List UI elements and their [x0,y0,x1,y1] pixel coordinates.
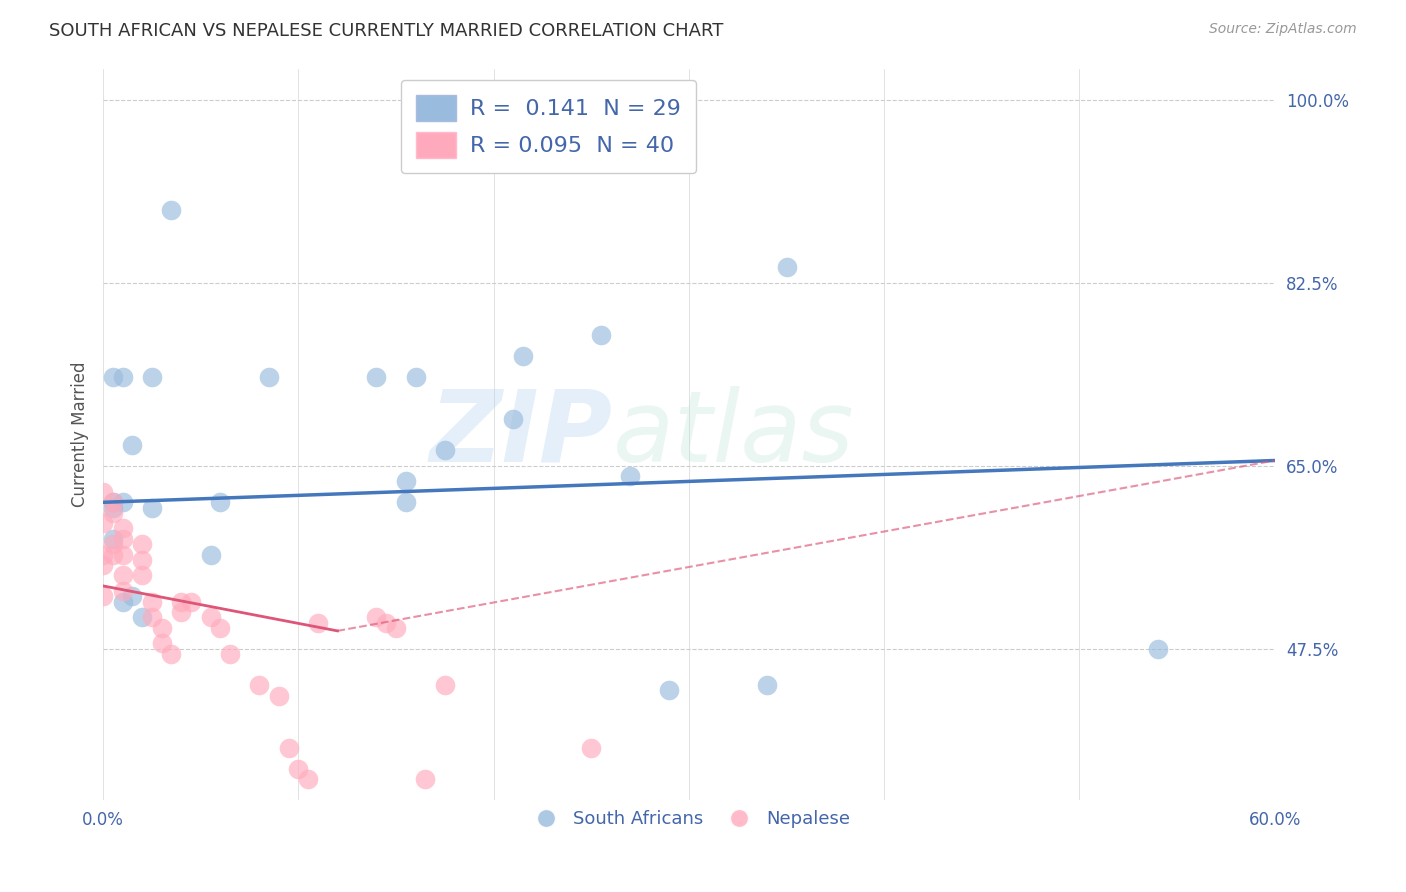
Point [91,590,114,604]
Point [219,647,242,661]
Legend: South Africans, Nepalese: South Africans, Nepalese [520,803,858,835]
Point [581,741,603,756]
Point [619,469,641,483]
Point [150,636,173,650]
Point [101,370,124,384]
Point [141,594,163,608]
Point [395,495,418,509]
Point [413,772,436,787]
Point [247,678,270,692]
Point [141,500,163,515]
Point [375,615,398,630]
Point [111,495,134,509]
Point [141,370,163,384]
Point [101,532,124,546]
Point [209,495,232,509]
Text: Source: ZipAtlas.com: Source: ZipAtlas.com [1209,22,1357,37]
Point [385,621,408,635]
Point [257,370,280,384]
Point [180,594,202,608]
Point [160,647,183,661]
Point [111,521,134,535]
Text: ZIP: ZIP [430,386,613,483]
Point [512,349,534,363]
Point [150,621,173,635]
Point [111,584,134,599]
Point [307,615,329,630]
Point [589,328,612,343]
Point [101,537,124,551]
Point [200,548,222,562]
Point [433,678,456,692]
Point [170,594,193,608]
Point [170,605,193,619]
Point [297,772,319,787]
Point [131,553,153,567]
Point [121,590,143,604]
Point [91,484,114,499]
Point [131,568,153,582]
Point [366,370,388,384]
Point [101,548,124,562]
Point [209,621,232,635]
Point [101,506,124,520]
Point [101,500,124,515]
Point [111,532,134,546]
Text: SOUTH AFRICAN VS NEPALESE CURRENTLY MARRIED CORRELATION CHART: SOUTH AFRICAN VS NEPALESE CURRENTLY MARR… [49,22,724,40]
Point [131,610,153,624]
Point [775,260,797,274]
Point [101,495,124,509]
Point [160,202,183,217]
Point [433,443,456,458]
Point [131,537,153,551]
Point [111,548,134,562]
Point [287,762,309,776]
Point [756,678,779,692]
Y-axis label: Currently Married: Currently Married [72,361,89,508]
Point [200,610,222,624]
Point [91,516,114,531]
Point [366,610,388,624]
Point [267,689,290,703]
Point [91,558,114,572]
Point [111,594,134,608]
Point [101,495,124,509]
Point [141,610,163,624]
Point [111,568,134,582]
Text: atlas: atlas [613,386,855,483]
Point [658,683,681,698]
Point [502,411,524,425]
Point [1146,641,1168,656]
Point [121,438,143,452]
Point [111,370,134,384]
Point [405,370,427,384]
Point [395,475,418,489]
Point [277,741,299,756]
Point [91,548,114,562]
